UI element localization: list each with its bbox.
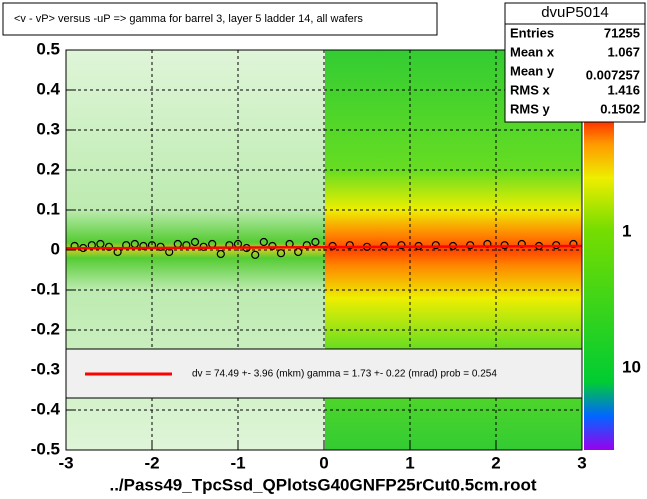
stats-value: 1.067 xyxy=(607,44,640,59)
y-tick-label: -0.1 xyxy=(31,279,60,298)
stats-box: dvuP5014 Entries 71255 Mean x 1.067 Mean y 0.… xyxy=(504,2,646,123)
stats-value: 71255 xyxy=(604,25,640,40)
profile-point xyxy=(466,241,475,250)
x-tick-label: 1 xyxy=(405,453,414,472)
fit-line xyxy=(65,244,583,250)
stats-label: Mean y xyxy=(510,63,555,78)
profile-point xyxy=(569,239,578,249)
profile-point xyxy=(397,241,406,250)
palette-label: 1 xyxy=(622,221,631,240)
chart-title: <v - vP> versus -uP => gamma for barrel … xyxy=(14,13,363,25)
stats-name: dvuP5014 xyxy=(541,4,609,21)
y-tick-label: 0.4 xyxy=(36,79,60,98)
x-tick-label: -1 xyxy=(230,453,245,472)
x-axis-label: ../Pass49_TpcSsd_QPlotsG40GNFP25rCut0.5c… xyxy=(109,475,536,494)
x-tick-label: 2 xyxy=(491,453,500,472)
profile-point xyxy=(251,250,260,259)
y-tick-label: -0.5 xyxy=(31,439,60,458)
profile-point xyxy=(311,237,320,247)
fit-text: dv = 74.49 +- 3.96 (mkm) gamma = 1.73 +-… xyxy=(192,369,497,380)
y-tick-label: 0.3 xyxy=(36,119,60,138)
stats-label: Entries xyxy=(510,25,554,40)
profile-point xyxy=(259,237,268,247)
x-tick-label: -3 xyxy=(58,453,73,472)
stats-label: RMS y xyxy=(510,101,551,116)
profile-point xyxy=(345,241,354,250)
y-tick-label: -0.2 xyxy=(31,319,60,338)
stats-value: 0.007257 xyxy=(586,67,640,82)
stats-value: 1.416 xyxy=(607,82,640,97)
profile-point xyxy=(276,249,286,258)
palette xyxy=(584,110,614,450)
stats-label: Mean x xyxy=(510,44,555,59)
profile-point xyxy=(431,241,440,250)
profile-point xyxy=(190,237,200,247)
stats-value: 0.1502 xyxy=(600,101,640,116)
x-tick-label: -2 xyxy=(144,453,159,472)
x-tick-label: 3 xyxy=(577,453,586,472)
x-tick-label: 0 xyxy=(319,453,328,472)
title-box xyxy=(2,2,438,36)
y-tick-label: -0.4 xyxy=(31,399,61,418)
profile-point xyxy=(268,241,277,251)
stats-label: RMS x xyxy=(510,82,551,97)
frame xyxy=(65,49,583,451)
y-tick-label: 0 xyxy=(51,239,60,258)
palette-label: 10 xyxy=(622,357,641,376)
profile-point xyxy=(216,249,225,259)
y-tick-label: -0.3 xyxy=(31,359,60,378)
y-tick-label: 0.1 xyxy=(36,199,60,218)
profile-point xyxy=(104,242,114,251)
profile-point xyxy=(139,241,148,251)
y-tick-label: 0.5 xyxy=(36,39,60,58)
profile-point xyxy=(302,241,311,250)
y-tick-label: 0.2 xyxy=(36,159,60,178)
